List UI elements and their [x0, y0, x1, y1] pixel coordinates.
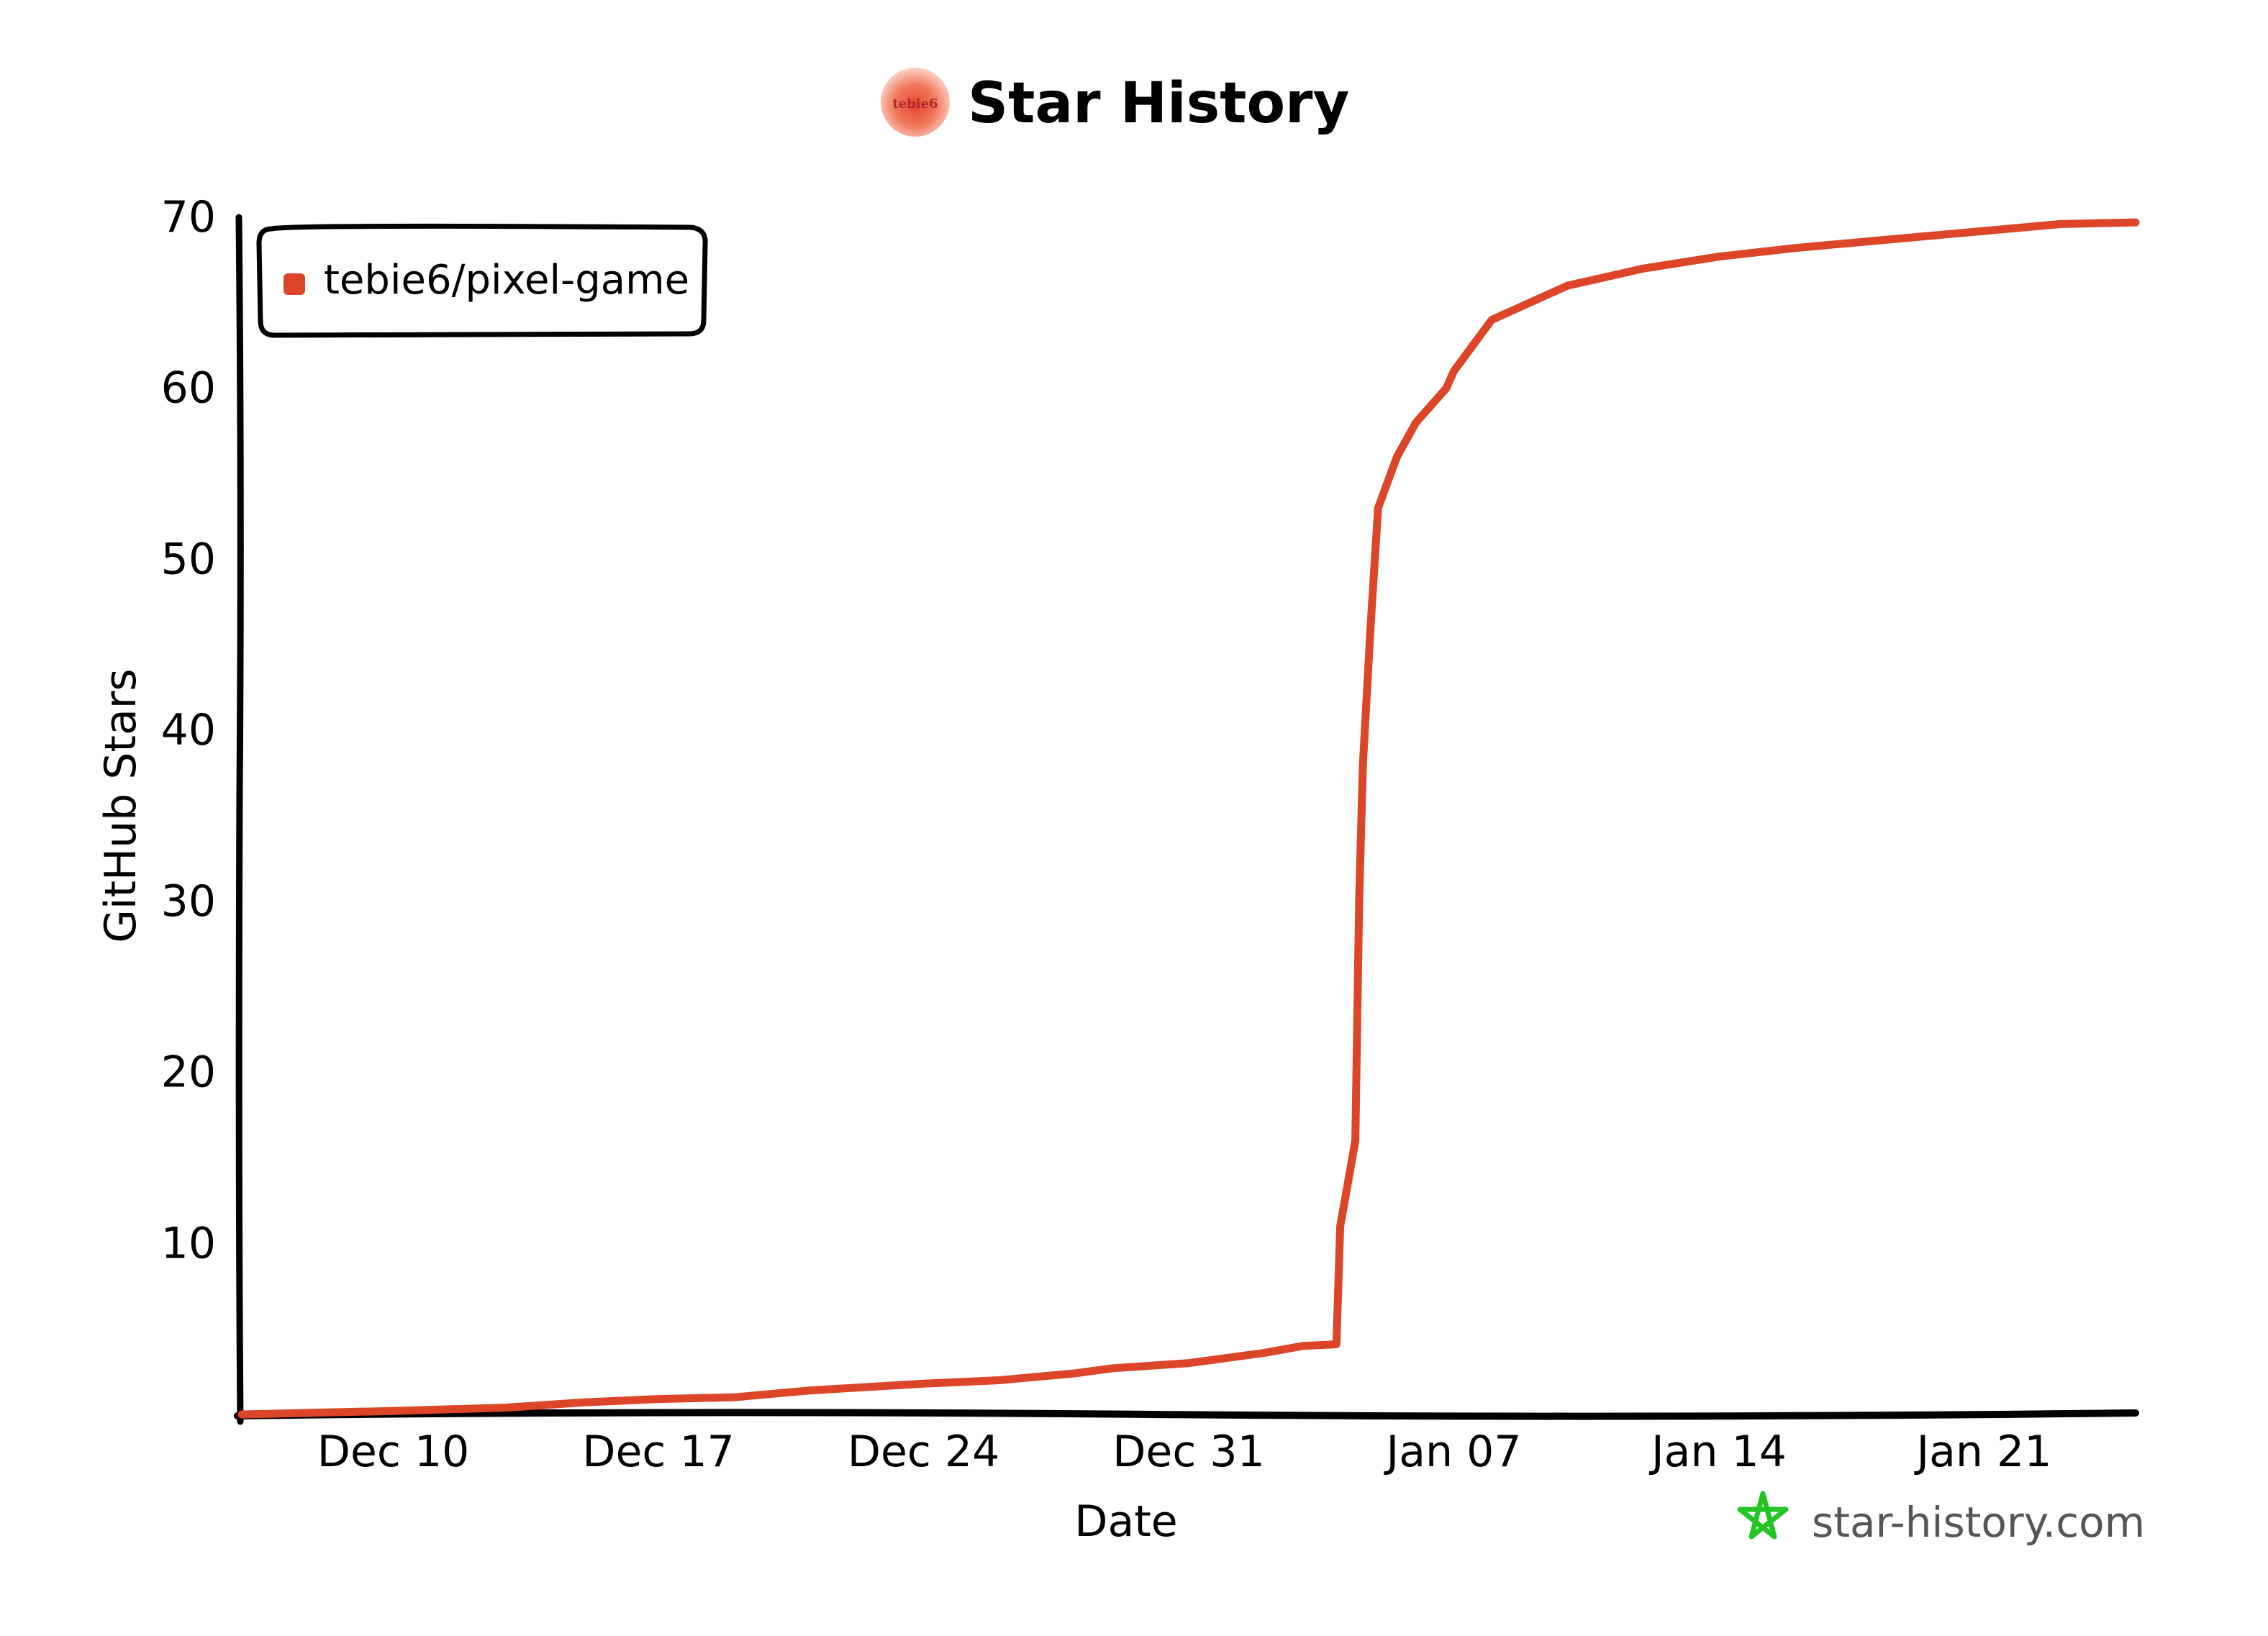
- y-tick-label: 20: [161, 1048, 216, 1098]
- y-axis-ticks: 10 20 30 40 50 60 70: [161, 192, 216, 1268]
- x-tick-label: Jan 07: [1384, 1427, 1522, 1477]
- series-line-0: [237, 218, 2140, 1419]
- y-tick-label: 10: [161, 1218, 216, 1268]
- x-tick-label: Jan 21: [1913, 1427, 2051, 1477]
- legend-swatch: [284, 273, 305, 295]
- x-axis-title: Date: [1074, 1496, 1177, 1547]
- x-axis-line: [234, 1409, 2139, 1420]
- star-icon: [1737, 1491, 1789, 1540]
- branding: star-history.com: [1737, 1491, 2145, 1547]
- branding-text: star-history.com: [1812, 1498, 2145, 1547]
- y-tick-label: 40: [161, 705, 216, 755]
- x-tick-label: Dec 31: [1112, 1427, 1265, 1477]
- legend: tebie6/pixel-game: [256, 223, 708, 338]
- legend-box: [256, 223, 708, 338]
- legend-label: tebie6/pixel-game: [324, 257, 689, 304]
- x-tick-label: Dec 10: [317, 1427, 470, 1477]
- x-tick-label: Dec 24: [848, 1427, 1000, 1477]
- y-tick-label: 50: [161, 534, 216, 584]
- y-tick-label: 30: [161, 876, 216, 927]
- y-axis-title: GitHub Stars: [96, 668, 146, 942]
- axes: [234, 214, 2139, 1425]
- series-layer: [237, 218, 2140, 1419]
- x-axis-ticks: Dec 10 Dec 17 Dec 24 Dec 31 Jan 07 Jan 14 Jan …: [317, 1427, 2052, 1477]
- y-tick-label: 60: [161, 363, 216, 414]
- y-tick-label: 70: [161, 192, 216, 242]
- repo-avatar: tebie6: [881, 68, 950, 137]
- avatar-text: tebie6: [892, 96, 938, 112]
- y-axis-line: [235, 214, 244, 1425]
- x-tick-label: Jan 14: [1648, 1427, 1787, 1477]
- chart-title: Star History: [968, 71, 1349, 136]
- chart-header: tebie6 Star History: [881, 68, 1349, 137]
- x-tick-label: Dec 17: [582, 1427, 735, 1477]
